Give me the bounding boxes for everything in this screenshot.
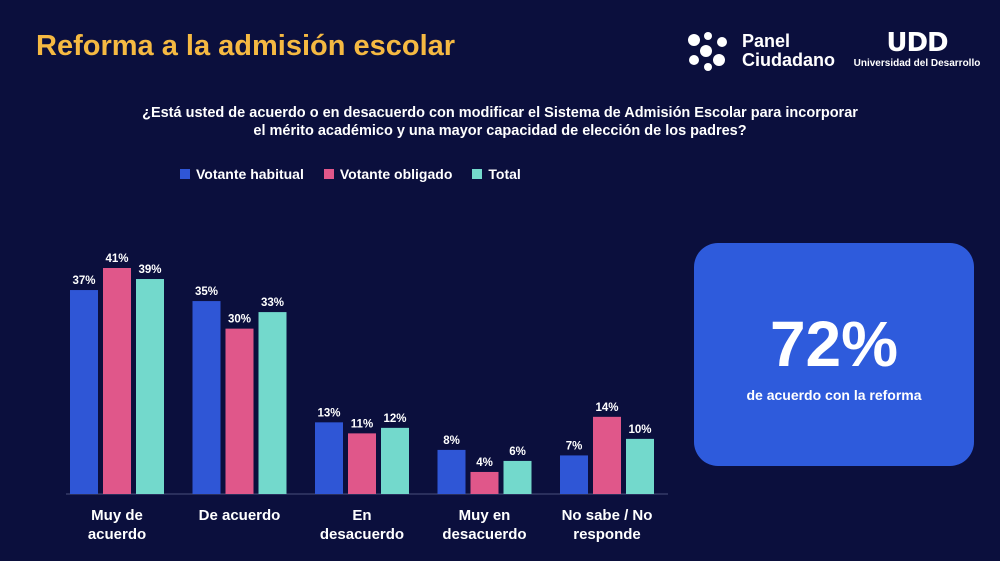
panel-ciudadano-logo: Panel Ciudadano [686, 30, 835, 72]
data-label: 10% [628, 424, 651, 436]
legend-item-votante-obligado: Votante obligado [323, 166, 453, 182]
panel-ciudadano-logo-mark [688, 32, 727, 71]
data-label: 11% [351, 418, 373, 430]
udd-logo-mark: UDD [886, 28, 948, 58]
category-label: No sabe / No responde [562, 507, 653, 543]
bar [192, 301, 221, 494]
survey-question: ¿Está usted de acuerdo o en desacuerdo c… [142, 105, 858, 139]
callout-value: 72% [769, 308, 899, 380]
summary-callout: 72% de acuerdo con la reforma [694, 243, 974, 466]
legend-item-votante-habitual: Votante habitual [180, 166, 304, 182]
data-label: 14% [595, 402, 618, 414]
data-label: 37% [72, 275, 95, 287]
legend-item-total: Total [472, 166, 521, 182]
bar [136, 279, 164, 494]
category-label: Muy en desacuerdo [442, 507, 526, 543]
bar [626, 438, 654, 494]
data-label: 30% [228, 314, 251, 326]
legend-label: Votante obligado [339, 166, 453, 182]
legend-swatch [472, 169, 483, 179]
bar [437, 449, 466, 494]
callout-label: de acuerdo con la reforma [746, 387, 922, 403]
chart-legend: Votante habitual Votante obligado Total [180, 166, 521, 182]
bar [70, 290, 98, 494]
logo-panel-line1: Panel [742, 31, 791, 51]
bar [503, 460, 532, 494]
data-label: 35% [195, 286, 218, 298]
legend-label: Votante habitual [196, 166, 304, 182]
bar-chart: 37% 41% 39% Muy de acuerdo 35% 30% 33% De acuerd… [66, 253, 668, 543]
data-label: 6% [509, 446, 526, 458]
data-label: 8% [443, 435, 460, 447]
legend-swatch [180, 169, 190, 179]
bar [593, 416, 621, 494]
data-label: 39% [138, 264, 161, 276]
category-label: Muy de acuerdo [88, 507, 146, 543]
udd-logo-name: Universidad del Desarrollo [853, 58, 981, 69]
bar [470, 471, 499, 494]
legend-label: Total [488, 166, 521, 182]
legend-swatch [323, 169, 334, 179]
data-label: 13% [317, 407, 340, 419]
bar [348, 433, 376, 494]
bar [225, 328, 254, 494]
category-label: En desacuerdo [320, 507, 404, 543]
category-label: De acuerdo [199, 507, 281, 524]
bar [315, 422, 343, 494]
bar [258, 312, 287, 494]
data-label: 4% [476, 457, 493, 469]
data-label: 12% [383, 413, 406, 425]
bar [103, 268, 131, 494]
bar [381, 427, 409, 494]
data-label: 41% [105, 253, 128, 265]
udd-logo: UDD Universidad del Desarrollo [852, 30, 982, 69]
page-title: Reforma a la admisión escolar [36, 30, 456, 62]
logo-panel-line2: Ciudadano [742, 50, 835, 70]
data-label: 33% [261, 297, 284, 309]
bar [560, 455, 588, 494]
data-label: 7% [566, 440, 583, 452]
